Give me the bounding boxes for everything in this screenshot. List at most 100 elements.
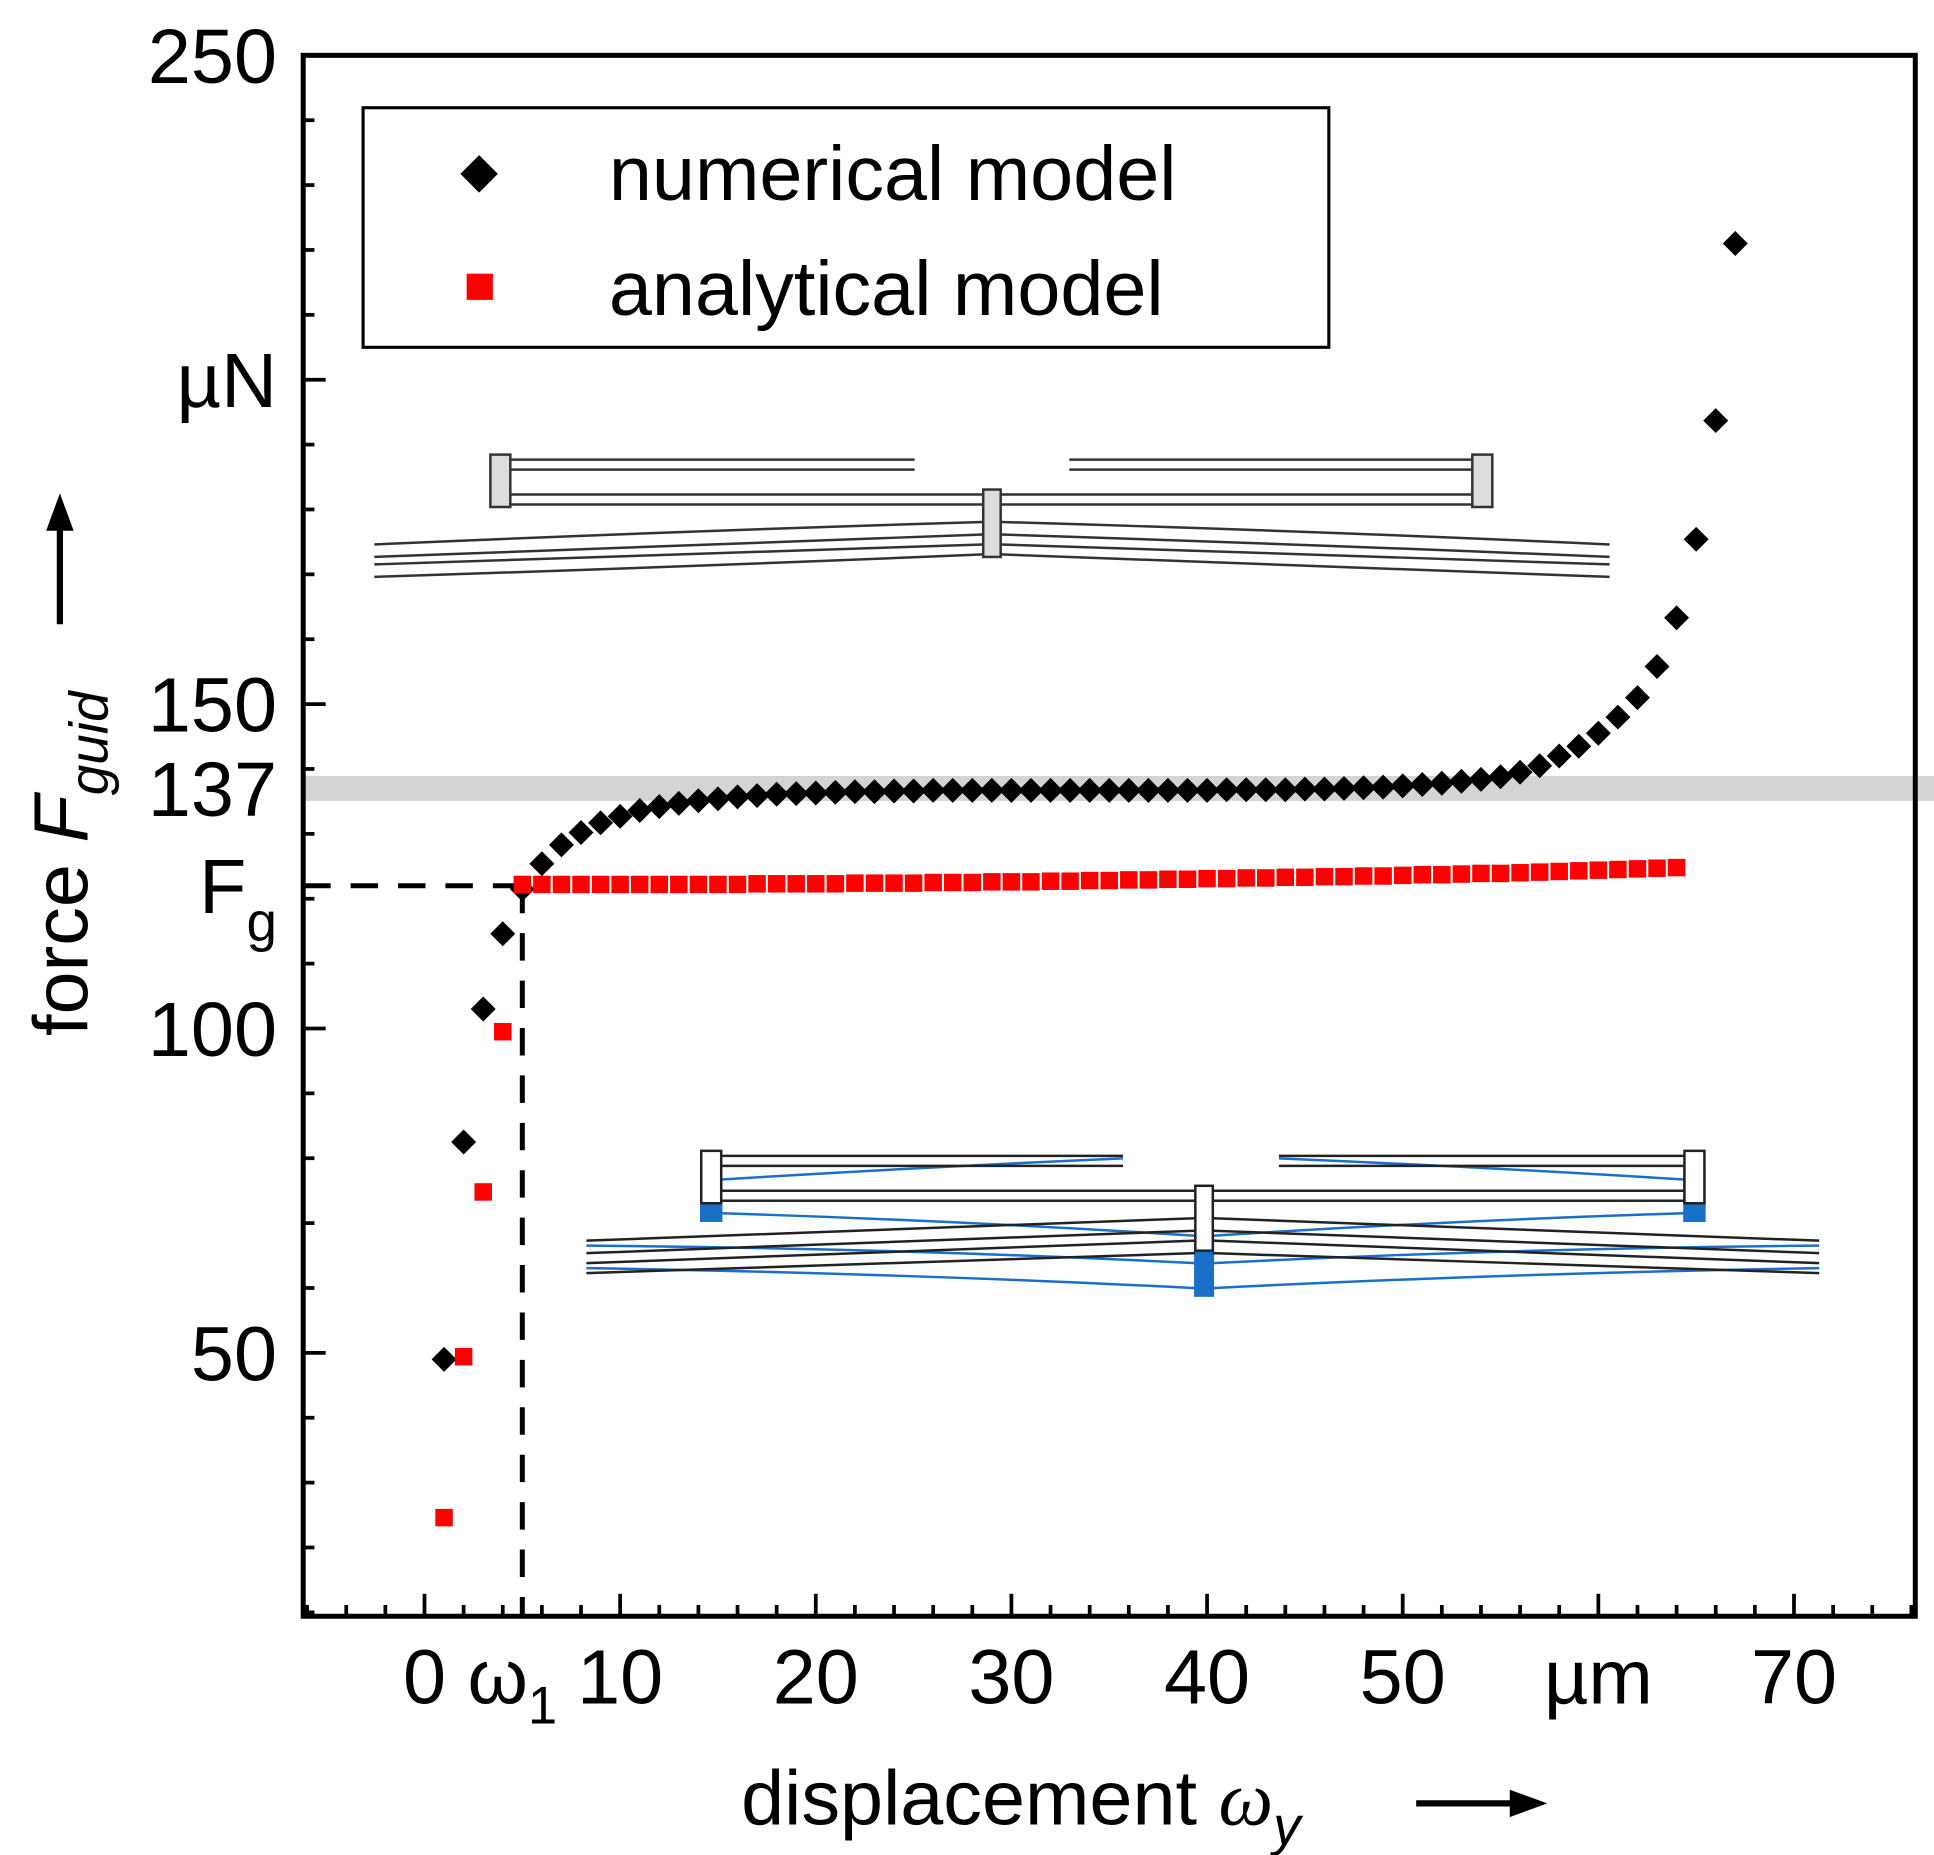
analytical-point <box>826 875 845 893</box>
numerical-point <box>1311 776 1337 802</box>
analytical-point <box>1139 871 1158 889</box>
numerical-point <box>451 1129 477 1155</box>
y-axis-symbol: F <box>18 792 104 843</box>
analytical-point <box>1159 870 1177 888</box>
numerical-point <box>1116 777 1142 803</box>
analytical-point <box>454 1348 473 1366</box>
analytical-point <box>1530 863 1549 881</box>
analytical-point <box>1237 869 1255 887</box>
analytical-point <box>787 875 805 893</box>
numerical-point <box>1390 773 1416 799</box>
numerical-point <box>646 794 672 820</box>
analytical-point <box>1609 860 1627 879</box>
numerical-point <box>940 777 966 803</box>
analytical-point <box>1198 869 1216 888</box>
analytical-point <box>1374 867 1392 885</box>
numerical-point <box>1253 777 1279 803</box>
numerical-point <box>1214 777 1240 803</box>
analytical-point <box>846 874 864 892</box>
numerical-point <box>1351 775 1377 801</box>
analytical-point <box>807 875 825 893</box>
analytical-point <box>885 874 903 892</box>
analytical-point <box>1393 866 1412 885</box>
analytical-point <box>1080 871 1099 890</box>
numerical-point <box>998 777 1024 803</box>
analytical-point <box>963 873 982 892</box>
x-tick-label: 30 <box>968 1635 1054 1721</box>
x-tick-label: 10 <box>577 1635 663 1721</box>
x-tick-label: 70 <box>1751 1635 1837 1721</box>
analytical-point <box>1433 865 1451 884</box>
analytical-point <box>1550 862 1568 881</box>
numerical-point <box>1664 605 1690 631</box>
y-tick-label: µN <box>177 338 277 424</box>
numerical-point <box>666 790 692 816</box>
numerical-point <box>1624 685 1650 711</box>
analytical-point <box>670 875 688 894</box>
x-tick-label: µm <box>1544 1635 1653 1721</box>
analytical-point <box>1022 873 1040 891</box>
y-tick-label: 250 <box>148 14 277 100</box>
x-tick-label: 40 <box>1164 1635 1250 1721</box>
numerical-point <box>1057 777 1083 803</box>
analytical-point <box>572 875 590 894</box>
numerical-point <box>803 780 829 806</box>
numerical-point <box>431 1346 457 1372</box>
numerical-point <box>1488 764 1514 790</box>
analytical-point <box>689 875 708 894</box>
numerical-point <box>1722 230 1748 256</box>
numerical-point <box>881 778 907 804</box>
numerical-point <box>1527 753 1553 779</box>
numerical-point <box>920 777 946 803</box>
analytical-point <box>1452 865 1471 883</box>
analytical-point <box>435 1508 453 1527</box>
analytical-point <box>591 875 610 894</box>
analytical-point <box>1315 867 1334 886</box>
y-special-tick-label: Fg <box>199 844 277 952</box>
analytical-point <box>611 875 629 894</box>
numerical-point <box>1566 733 1592 759</box>
analytical-point <box>1100 871 1118 890</box>
analytical-point <box>943 873 962 892</box>
analytical-point <box>1648 859 1666 877</box>
analytical-point <box>1041 872 1060 890</box>
numerical-point <box>822 779 848 805</box>
analytical-point <box>494 1022 512 1041</box>
numerical-point <box>744 783 770 809</box>
y-tick-label: 150 <box>148 663 277 749</box>
x-axis-title: displacement ωy <box>741 1756 1548 1855</box>
numerical-point <box>588 810 614 836</box>
analytical-point <box>1257 869 1275 887</box>
plot-frame <box>300 52 1918 1619</box>
analytical-point <box>1296 868 1314 887</box>
legend-label-analytical: analytical model <box>609 246 1164 332</box>
y-axis-subscript: guid <box>57 690 119 795</box>
analytical-point <box>748 875 766 893</box>
numerical-point <box>783 781 809 807</box>
numerical-point <box>901 778 927 804</box>
analytical-point <box>1491 864 1510 883</box>
analytical-point <box>904 874 923 892</box>
analytical-point <box>1217 869 1236 888</box>
analytical-point <box>1413 865 1432 884</box>
analytical-point <box>767 875 786 893</box>
legend: numerical model analytical model <box>361 106 1331 349</box>
svg-text:displacement ωy: displacement ωy <box>741 1756 1304 1855</box>
x-tick-label: 50 <box>1360 1635 1446 1721</box>
y-axis-label: force <box>18 864 104 1036</box>
legend-marker-analytical <box>466 273 493 300</box>
numerical-point <box>764 781 790 807</box>
numerical-point <box>568 820 594 846</box>
numerical-point <box>1683 526 1709 552</box>
analytical-point <box>630 875 649 894</box>
numerical-point <box>1370 774 1396 800</box>
x-axis-label: displacement <box>741 1756 1197 1842</box>
analytical-point <box>552 875 571 894</box>
analytical-point <box>1570 862 1588 880</box>
y-tick-label: 50 <box>191 1311 277 1397</box>
analytical-point <box>924 873 942 892</box>
analytical-point <box>1120 871 1138 889</box>
numerical-point <box>1272 777 1298 803</box>
